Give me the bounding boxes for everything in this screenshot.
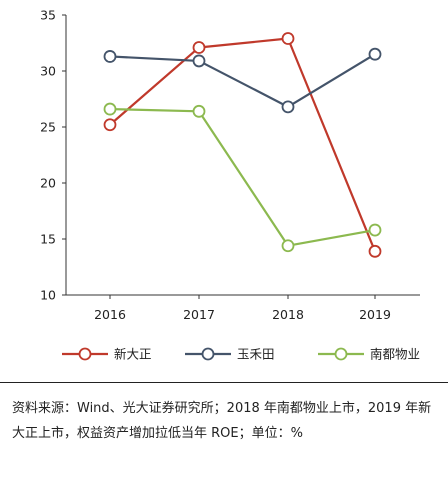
data-point (103, 102, 117, 116)
legend-item: 新大正 (62, 347, 152, 362)
legend-item: 南都物业 (318, 347, 420, 362)
y-tick-label: 15 (40, 232, 56, 247)
legend-label: 南都物业 (370, 347, 420, 362)
y-tick-label: 10 (40, 288, 56, 303)
chart-series (103, 32, 382, 258)
series-1 (103, 32, 382, 258)
y-tick-label: 30 (40, 64, 56, 79)
legend-item: 玉禾田 (185, 347, 275, 362)
series-line (109, 53, 376, 108)
data-point (368, 223, 382, 237)
y-tick-label: 25 (40, 120, 56, 135)
legend-marker (78, 347, 92, 361)
x-tick-label: 2019 (359, 307, 391, 322)
data-point (192, 54, 206, 68)
data-point (281, 239, 295, 253)
line-chart: 10 15 20 25 30 35 2016 2017 2018 2019 新大正 玉禾田 南都物业 (40, 8, 420, 362)
data-point (368, 47, 382, 61)
data-point (368, 244, 382, 258)
data-point (192, 104, 206, 118)
chart-legend: 新大正 玉禾田 南都物业 (62, 347, 420, 362)
series-2 (103, 47, 382, 114)
series-line (109, 107, 376, 247)
chart-axes: 10 15 20 25 30 35 2016 2017 2018 2019 (40, 8, 420, 322)
x-tick-label: 2018 (272, 307, 304, 322)
legend-label: 新大正 (114, 347, 152, 362)
data-point (103, 118, 117, 132)
y-tick-label: 20 (40, 176, 56, 191)
legend-marker (334, 347, 348, 361)
data-point (281, 100, 295, 114)
source-note: 资料来源：Wind、光大证券研究所；2018 年南都物业上市，2019 年新大正… (12, 401, 432, 441)
legend-label: 玉禾田 (237, 347, 275, 362)
legend-marker (201, 347, 215, 361)
series-line (109, 37, 377, 252)
data-point (192, 41, 206, 54)
source-divider (0, 382, 448, 383)
x-tick-label: 2017 (183, 307, 215, 322)
y-tick-label: 35 (40, 8, 56, 23)
data-point (103, 50, 117, 63)
data-point (281, 32, 295, 45)
series-3 (103, 102, 382, 253)
x-tick-label: 2016 (94, 307, 126, 322)
